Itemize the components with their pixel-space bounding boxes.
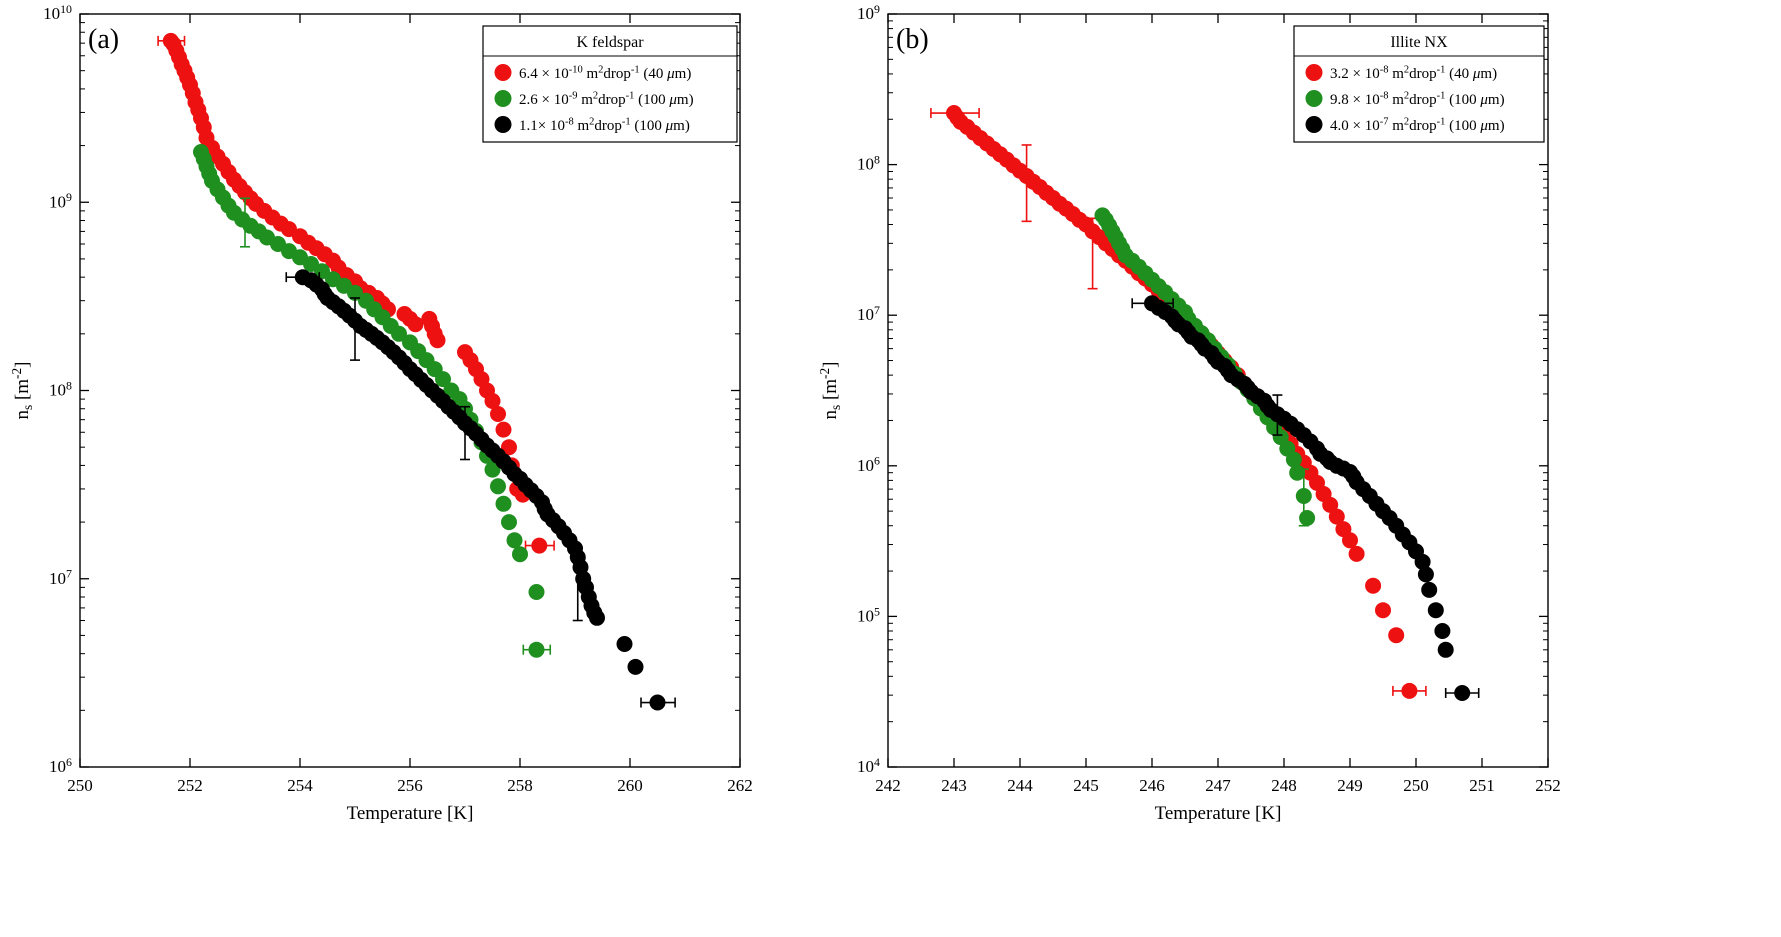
x-tick-label: 262: [727, 776, 753, 795]
legend-entry-label: 2.6 × 10-9 m2drop-1 (100 μm): [519, 91, 694, 108]
y-tick-label: 106: [49, 755, 72, 776]
x-tick-label: 246: [1139, 776, 1165, 795]
y-tick-label: 104: [857, 755, 880, 776]
legend-title: Illite NX: [1390, 34, 1448, 51]
panel-b: 242 243 244 245 246 247 248 249 250 251 252 104 105 1…: [817, 2, 1561, 824]
x-tick-label: 249: [1337, 776, 1363, 795]
legend: K feldspar 6.4 × 10-10 m2drop-1 (40 μm) 2.…: [482, 25, 738, 143]
x-tick-label: 251: [1469, 776, 1495, 795]
y-tick-label: 107: [49, 567, 72, 588]
x-tick-label: 252: [1535, 776, 1561, 795]
y-tick-label: 106: [857, 454, 880, 475]
x-tick-label: 258: [507, 776, 533, 795]
legend-marker-green: [1305, 90, 1323, 107]
series-kfeldspar-100um-low: [193, 144, 552, 658]
x-tick-label: 243: [941, 776, 967, 795]
x-tick-label: 260: [617, 776, 643, 795]
y-tick-label: 109: [49, 190, 72, 211]
legend-marker-red: [1305, 64, 1323, 81]
legend-title: K feldspar: [576, 34, 644, 51]
x-tick-label: 248: [1271, 776, 1297, 795]
y-tick-label: 105: [857, 604, 880, 625]
legend-box: [482, 25, 738, 143]
x-tick-label: 254: [287, 776, 313, 795]
y-tick-label: 1010: [43, 2, 72, 23]
legend-marker-black: [1305, 116, 1323, 133]
x-tick-label: 247: [1205, 776, 1231, 795]
x-tick-label: 245: [1073, 776, 1099, 795]
legend-entry-label: 3.2 × 10-8 m2drop-1 (40 μm): [1330, 65, 1497, 82]
panel-label: (b): [896, 24, 929, 55]
x-axis-label: Temperature [K]: [347, 803, 474, 824]
y-tick-label: 107: [857, 303, 880, 324]
x-axis-label: Temperature [K]: [1155, 803, 1282, 824]
legend-entry-label: 9.8 × 10-8 m2drop-1 (100 μm): [1330, 91, 1505, 108]
x-tick-label: 242: [875, 776, 901, 795]
x-tick-label: 250: [67, 776, 93, 795]
legend-box: [1293, 25, 1545, 143]
y-axis-label: ns [m-2]: [817, 362, 843, 420]
legend-entry-label: 4.0 × 10-7 m2drop-1 (100 μm): [1330, 117, 1505, 134]
x-tick-label: 256: [397, 776, 423, 795]
x-tick-label: 244: [1007, 776, 1033, 795]
y-axis-label: ns [m-2]: [9, 362, 35, 420]
legend-marker-black: [494, 116, 512, 133]
legend-marker-red: [494, 64, 512, 81]
panel-a: 250 252 254 256 258 260 262 106 107 108 109 1010 Tem…: [9, 2, 753, 824]
series-illite-100um-high: [1131, 295, 1480, 701]
legend-marker-green: [494, 90, 512, 107]
x-tick-label: 252: [177, 776, 203, 795]
legend: Illite NX 3.2 × 10-8 m2drop-1 (40 μm) 9.8 …: [1293, 25, 1545, 143]
legend-entry-label: 6.4 × 10-10 m2drop-1 (40 μm): [519, 65, 691, 82]
legend-entry-label: 1.1× 10-8 m2drop-1 (100 μm): [519, 117, 690, 134]
panel-label: (a): [88, 24, 119, 55]
y-tick-label: 108: [49, 378, 72, 399]
y-tick-label: 109: [857, 2, 880, 23]
series-illite-100um-low: [1094, 207, 1316, 527]
y-tick-label: 108: [857, 153, 880, 174]
x-tick-label: 250: [1403, 776, 1429, 795]
series-kfeldspar-100um-high: [285, 269, 676, 711]
series-kfeldspar-40um: [157, 32, 555, 554]
